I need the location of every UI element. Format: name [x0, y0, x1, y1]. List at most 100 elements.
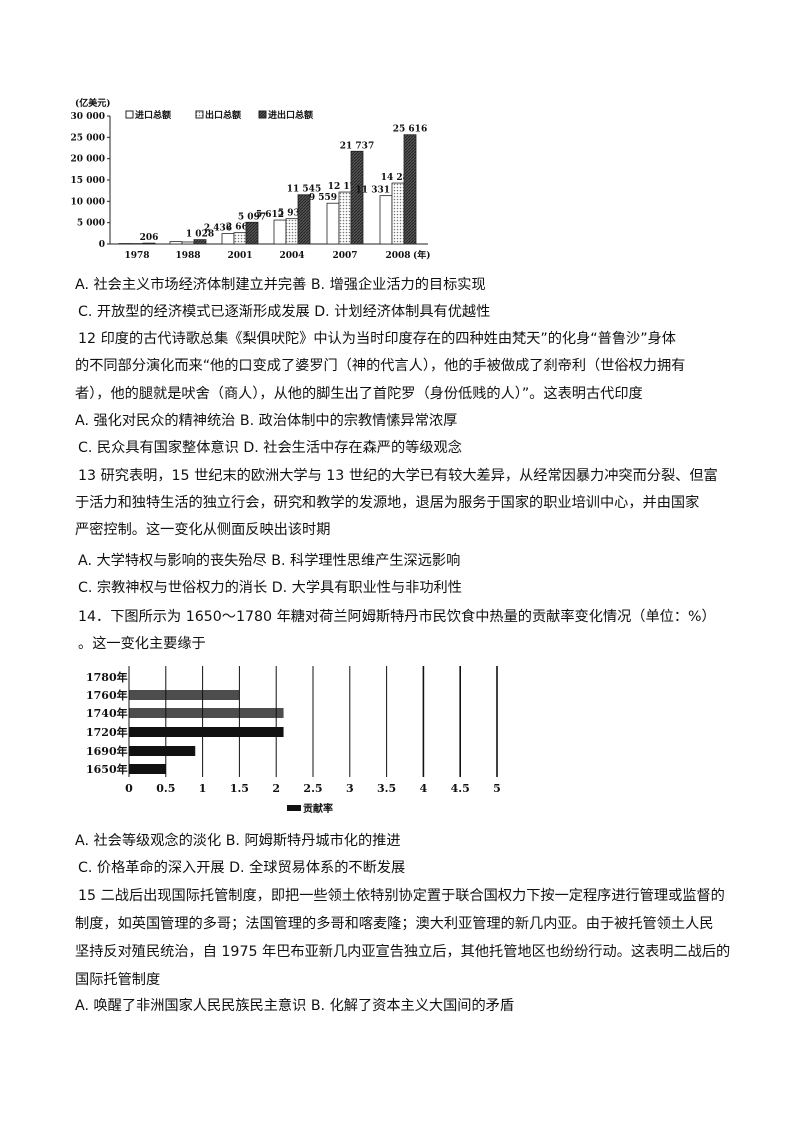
- y-tick-label: 25 000: [71, 133, 105, 143]
- option-d: D. 计划经济体制具有优越性: [314, 304, 491, 320]
- x-tick-label: 1988: [175, 251, 200, 261]
- bar: [169, 241, 183, 245]
- bar: [129, 690, 240, 700]
- bar: [273, 219, 287, 245]
- bar: [233, 232, 247, 245]
- x-tick-label: 0.5: [156, 782, 175, 795]
- question-12-stem: 者），他的腿就是吠舍（商人），从他的脚生出了首陀罗（身份低贱的人）”。这表明古代…: [75, 386, 643, 402]
- data-label: 5 097: [238, 212, 266, 222]
- bar: [379, 195, 393, 245]
- x-tick-label: 2001: [227, 251, 252, 261]
- question-15-stem: 制度，如英国管理的多哥；法国管理的多哥和喀麦隆；澳大利亚管理的新几内亚。由于被托…: [75, 916, 714, 932]
- option-b: B. 阿姆斯特丹城市化的推进: [225, 833, 401, 849]
- data-label: 9 559: [309, 193, 337, 203]
- x-tick-label: 2008: [385, 251, 410, 261]
- y-axis-unit: (亿美元): [75, 97, 111, 109]
- option-row: C. 宗教神权与世俗权力的消长 D. 大学具有职业性与非功利性: [78, 579, 462, 597]
- x-tick-label: 1: [199, 782, 207, 795]
- question-15-stem: 坚持反对殖民统治，自 1975 年巴布亚新几内亚宣告独立后，其他托管地区也纷纷行…: [75, 944, 731, 960]
- y-tick-label: 30 000: [71, 112, 105, 122]
- data-label: 2 436: [204, 224, 232, 234]
- question-14-stem: 14．下图所示为 1650～1780 年糖对荷兰阿姆斯特丹市民饮食中热量的贡献率…: [78, 609, 716, 625]
- option-c: C. 民众具有国家整体意识: [78, 440, 244, 456]
- data-label: 1 028: [186, 230, 214, 240]
- legend-label: 出口总额: [205, 109, 241, 121]
- x-tick-label: 0: [125, 782, 133, 795]
- option-row: C. 价格革命的深入开展 D. 全球贸易体系的不断发展: [78, 859, 405, 877]
- legend-swatch: [195, 110, 204, 119]
- bar: [193, 239, 207, 245]
- option-row: A. 大学特权与影响的丧失殆尽 B. 科学理性思维产生深远影响: [78, 552, 460, 570]
- bar: [326, 202, 340, 245]
- bar: [338, 191, 352, 245]
- x-tick-label: 3.5: [377, 782, 396, 795]
- option-d: D. 大学具有职业性与非功利性: [271, 580, 462, 596]
- data-label: 206: [140, 233, 159, 243]
- bar: [245, 221, 259, 245]
- question-13-stem: 于活力和独特生活的独立行会，研究和教学的发源地，退居为服务于国家的职业培训中心，…: [75, 495, 700, 511]
- option-b: B. 科学理性思维产生深远影响: [271, 553, 461, 569]
- legend-swatch: [287, 805, 301, 811]
- question-12-stem: 12 印度的古代诗歌总集《梨俱吠陀》中认为当时印度存在的四种姓由梵天”的化身“普…: [78, 331, 676, 347]
- legend-swatch: [125, 110, 134, 119]
- bar: [142, 242, 156, 245]
- data-label: 25 616: [393, 125, 427, 135]
- y-tick-label: 15 000: [71, 176, 105, 186]
- x-tick-label: 2004: [279, 251, 304, 261]
- option-row: A. 唤醒了非洲国家人民民族民主意识 B. 化解了资本主义大国间的矛盾: [75, 997, 514, 1015]
- y-tick-label: 20 000: [71, 155, 105, 165]
- option-a: A. 强化对民众的精神统治: [75, 413, 240, 429]
- x-tick-label: 4: [420, 782, 428, 795]
- bar: [129, 746, 196, 756]
- y-tick-label: 1690年: [86, 744, 128, 758]
- data-label: 21 737: [340, 141, 374, 151]
- y-tick-label: 1780年: [86, 670, 128, 684]
- y-tick-label: 10 000: [71, 197, 105, 207]
- data-label: 5 612: [256, 210, 284, 220]
- y-tick-label: 1650年: [86, 762, 128, 776]
- option-d: D. 全球贸易体系的不断发展: [229, 860, 406, 876]
- x-tick-label: 1.5: [230, 782, 249, 795]
- x-tick-label: 1978: [124, 251, 149, 261]
- data-label: 2 661: [226, 223, 254, 233]
- bar: [129, 727, 284, 737]
- question-15-stem: 国际托管制度: [75, 972, 161, 988]
- bar: [221, 233, 235, 245]
- bar: [297, 194, 311, 245]
- y-tick-label: 1720年: [86, 725, 128, 739]
- y-tick-label: 5 000: [77, 219, 105, 229]
- x-tick-label: 2.5: [303, 782, 322, 795]
- legend-swatch: [258, 110, 267, 119]
- x-tick-label: 3: [346, 782, 354, 795]
- y-tick-label: 0: [99, 240, 105, 250]
- option-a: A. 唤醒了非洲国家人民民族民主意识: [75, 998, 311, 1014]
- x-tick-label: 2: [272, 782, 280, 795]
- option-row: C. 民众具有国家整体意识 D. 社会生活中存在森严的等级观念: [78, 439, 462, 457]
- option-row: A. 社会主义市场经济体制建立并完善 B. 增强企业活力的目标实现: [75, 276, 486, 294]
- x-tick-label: 2007: [332, 251, 357, 261]
- option-a: A. 社会等级观念的淡化: [75, 833, 226, 849]
- legend-label: 贡献率: [303, 802, 333, 815]
- option-b: B. 增强企业活力的目标实现: [310, 277, 486, 293]
- bar: [403, 134, 417, 245]
- data-label: 12 178: [328, 182, 362, 192]
- bar: [181, 241, 195, 245]
- option-a: A. 大学特权与影响的丧失殆尽: [78, 553, 272, 569]
- option-row: C. 开放型的经济模式已逐渐形成发展 D. 计划经济体制具有优越性: [78, 303, 490, 321]
- question-13-stem: 严密控制。这一变化从侧面反映出该时期: [75, 522, 331, 538]
- bar: [285, 218, 299, 245]
- bar: [391, 182, 405, 245]
- data-label: 11 545: [287, 185, 321, 195]
- legend-label: 进出口总额: [268, 109, 313, 121]
- y-tick-label: 1760年: [86, 688, 128, 702]
- option-b: B. 政治体制中的宗教情愫异常浓厚: [239, 413, 458, 429]
- option-c: C. 价格革命的深入开展: [78, 860, 230, 876]
- data-label: 11 331: [356, 186, 390, 196]
- x-tick-label: 4.5: [451, 782, 470, 795]
- option-d: D. 社会生活中存在森严的等级观念: [243, 440, 462, 456]
- x-axis-unit: (年): [413, 249, 431, 261]
- bar: [129, 708, 284, 718]
- option-row: A. 强化对民众的精神统治 B. 政治体制中的宗教情愫异常浓厚: [75, 412, 457, 430]
- option-b: B. 化解了资本主义大国间的矛盾: [310, 998, 515, 1014]
